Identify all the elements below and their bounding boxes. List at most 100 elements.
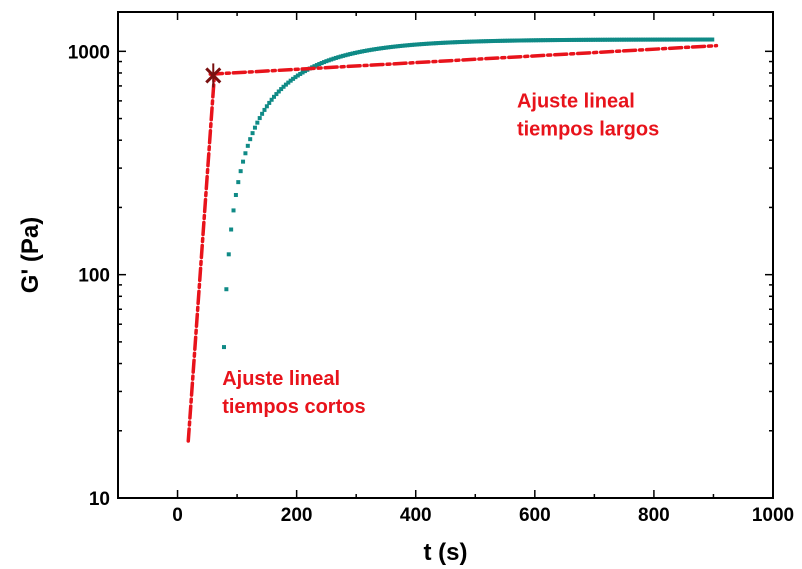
data-point (705, 37, 710, 42)
data-point (243, 151, 248, 156)
data-point (226, 252, 231, 257)
data-point (693, 37, 698, 42)
data-point (579, 37, 584, 42)
data-point (267, 100, 272, 105)
data-point (612, 37, 617, 42)
data-point (665, 37, 670, 42)
data-point (319, 61, 324, 66)
data-point (545, 38, 550, 43)
data-point (669, 37, 674, 42)
x-tick-label: 600 (519, 505, 551, 526)
data-point (631, 37, 636, 42)
data-point (333, 55, 338, 60)
x-tick-label: 800 (638, 505, 670, 526)
data-point (233, 192, 238, 197)
data-point (491, 39, 496, 44)
data-point (569, 37, 574, 42)
data-point (302, 69, 307, 74)
data-point (505, 38, 510, 43)
data-point (264, 104, 269, 109)
data-point (326, 58, 331, 63)
data-point (429, 41, 434, 46)
data-point (555, 38, 560, 43)
data-point (433, 41, 438, 46)
data-point (586, 37, 591, 42)
data-point (274, 92, 279, 97)
data-point (231, 208, 236, 213)
data-point (548, 38, 553, 43)
data-point (431, 41, 436, 46)
data-point (676, 37, 681, 42)
annotation-text: Ajuste lineal (517, 91, 635, 113)
data-point (248, 137, 253, 142)
data-point (557, 38, 562, 43)
data-point (638, 37, 643, 42)
data-point (276, 89, 281, 94)
data-point (529, 38, 534, 43)
data-point (572, 37, 577, 42)
data-point (272, 94, 277, 99)
data-point (414, 42, 419, 47)
data-point (517, 38, 522, 43)
data-point (400, 43, 405, 48)
data-point (443, 40, 448, 45)
data-point (634, 37, 639, 42)
data-point (412, 42, 417, 47)
data-point (607, 37, 612, 42)
data-point (512, 38, 517, 43)
data-point (355, 50, 360, 55)
data-point (369, 47, 374, 52)
data-point (710, 37, 715, 42)
x-axis-title: t (s) (424, 539, 468, 566)
data-point (236, 180, 241, 185)
data-point (531, 38, 536, 43)
data-point (283, 82, 288, 87)
data-point (403, 43, 408, 48)
data-point (472, 39, 477, 44)
data-point (436, 41, 441, 46)
data-point (481, 39, 486, 44)
data-point (617, 37, 622, 42)
data-point (393, 44, 398, 49)
data-point (588, 37, 593, 42)
data-point (417, 42, 422, 47)
data-point (495, 38, 500, 43)
data-point (591, 37, 596, 42)
data-point (550, 38, 555, 43)
data-point (543, 38, 548, 43)
data-point (438, 40, 443, 45)
data-point (469, 39, 474, 44)
data-point (600, 37, 605, 42)
annotation-text: tiempos largos (517, 119, 659, 141)
data-point (381, 45, 386, 50)
data-point (619, 37, 624, 42)
data-point (357, 49, 362, 54)
data-point (238, 169, 243, 174)
data-point (252, 125, 257, 130)
data-point (626, 37, 631, 42)
data-point (657, 37, 662, 42)
data-point (324, 59, 329, 64)
data-point (700, 37, 705, 42)
y-tick-label: 1000 (68, 42, 110, 63)
data-point (507, 38, 512, 43)
data-point (295, 73, 300, 78)
data-point (653, 37, 658, 42)
data-point (360, 49, 365, 54)
annotation-text: Ajuste lineal (222, 368, 340, 390)
data-point (255, 120, 260, 125)
data-point (564, 37, 569, 42)
data-point (448, 40, 453, 45)
data-point (476, 39, 481, 44)
axes (117, 11, 774, 499)
data-point (398, 43, 403, 48)
data-point (467, 39, 472, 44)
data-point (260, 111, 265, 116)
data-point (450, 40, 455, 45)
data-point (291, 76, 296, 81)
data-point (245, 143, 250, 148)
annotation-text: tiempos cortos (222, 396, 365, 418)
data-point (488, 39, 493, 44)
data-point (674, 37, 679, 42)
data-point (241, 159, 246, 164)
